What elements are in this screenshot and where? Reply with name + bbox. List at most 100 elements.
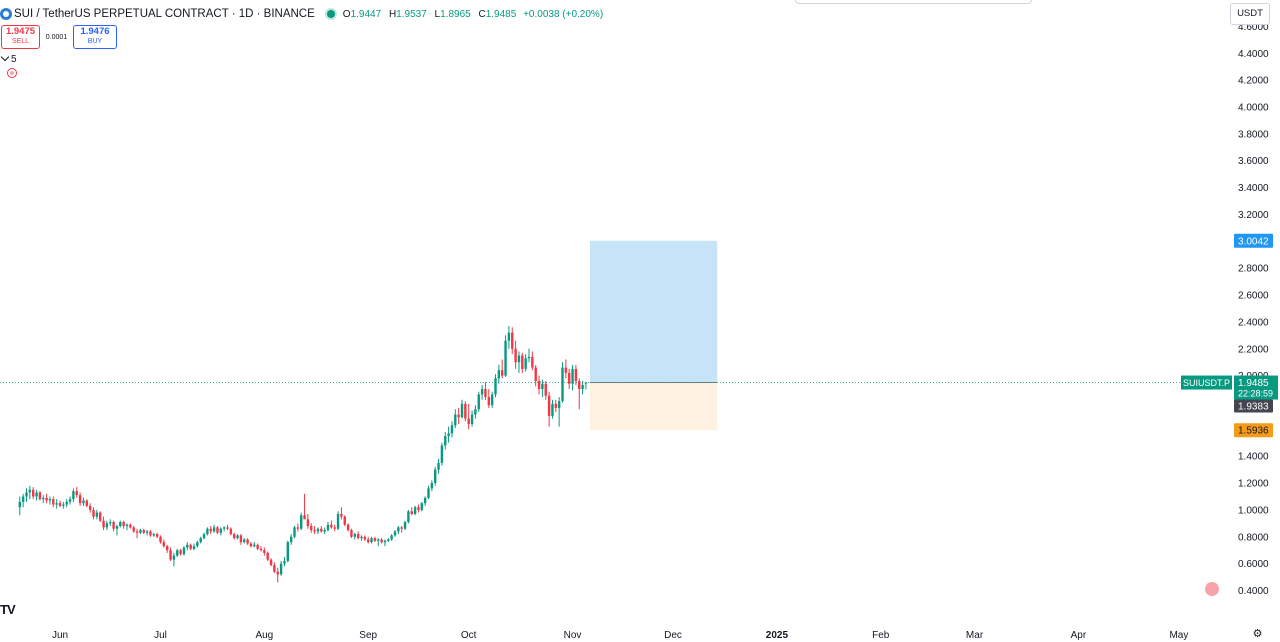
- indicators-toggle[interactable]: 5: [0, 52, 17, 65]
- candle: [460, 403, 464, 418]
- candle: [139, 530, 142, 533]
- candle: [115, 526, 119, 529]
- candle: [430, 483, 434, 489]
- symbol-title[interactable]: SUI / TetherUS PERPETUAL CONTRACT · 1D ·…: [14, 8, 315, 20]
- candle: [276, 571, 279, 575]
- close-value: 1.9485: [485, 8, 517, 20]
- candle: [457, 414, 460, 418]
- candle: [568, 372, 571, 384]
- ohlc-values: O1.9447 H1.9537 L1.8965 C1.9485 +0.0038 …: [342, 8, 604, 20]
- price-tick-label: 4.2000: [1238, 76, 1269, 87]
- sell-label: SELL: [11, 38, 30, 45]
- countdown-label: 22:28:59: [1238, 389, 1273, 399]
- candle: [403, 522, 407, 529]
- stop-price-label[interactable]: 1.5936: [1238, 426, 1269, 437]
- candle: [256, 544, 259, 549]
- candle: [239, 535, 243, 543]
- candle: [62, 504, 65, 506]
- candle: [350, 530, 353, 537]
- candle: [547, 395, 551, 416]
- candle: [88, 505, 92, 510]
- candle: [470, 414, 474, 424]
- candle: [367, 539, 370, 543]
- candle: [571, 368, 574, 384]
- candle: [112, 522, 115, 529]
- time-tick-label: May: [1169, 630, 1188, 641]
- price-tick-label: 4.0000: [1238, 103, 1269, 114]
- candle: [447, 433, 450, 437]
- symbol-label[interactable]: SUIUSDT.P: [1183, 378, 1230, 388]
- candle: [581, 385, 584, 390]
- target-zone[interactable]: [589, 240, 718, 383]
- candle: [413, 507, 417, 514]
- candle: [72, 491, 75, 500]
- top-toolbar-tab[interactable]: [795, 0, 1032, 4]
- candle: [423, 497, 427, 504]
- spread-value: 0.0001: [45, 33, 68, 41]
- tradingview-logo-icon[interactable]: TV: [0, 602, 16, 617]
- target-icon[interactable]: [7, 68, 17, 78]
- candle: [159, 536, 162, 543]
- stop-zone[interactable]: [589, 382, 718, 431]
- reference-price-label[interactable]: 1.9383: [1238, 402, 1269, 413]
- sell-button[interactable]: 1.9475 SELL: [1, 25, 40, 49]
- price-tick-label: 0.4000: [1238, 586, 1269, 597]
- candle: [179, 550, 182, 555]
- target-price-label[interactable]: 3.0042: [1238, 236, 1269, 247]
- buy-button[interactable]: 1.9476 BUY: [73, 25, 117, 49]
- currency-button[interactable]: USDT: [1230, 3, 1270, 25]
- symbol-label-bg: [1181, 375, 1232, 390]
- chevron-down-icon[interactable]: [0, 52, 10, 62]
- candle: [578, 380, 581, 390]
- candle: [340, 513, 343, 517]
- low-value: 1.8965: [440, 8, 471, 20]
- candle: [511, 332, 514, 349]
- candle: [196, 542, 199, 547]
- candle: [427, 488, 430, 498]
- time-axis[interactable]: Jun Jul Aug Sep Oct Nov Dec 2025 Feb Mar Apr May: [52, 630, 1188, 641]
- candle: [102, 520, 105, 528]
- candles-group: [18, 325, 588, 583]
- candle: [152, 534, 155, 536]
- candle: [464, 403, 467, 419]
- candle: [521, 355, 524, 369]
- candle: [377, 539, 380, 541]
- candle: [393, 531, 397, 536]
- candle: [326, 524, 330, 531]
- market-status-icon[interactable]: [326, 10, 335, 18]
- candle: [119, 522, 122, 527]
- candle: [343, 516, 346, 525]
- candle: [219, 528, 222, 533]
- candle: [517, 355, 521, 363]
- last-price-label[interactable]: 1.9485: [1238, 378, 1269, 389]
- candle: [397, 527, 400, 532]
- time-tick-label: Oct: [461, 630, 477, 641]
- candle: [541, 383, 544, 390]
- candle: [561, 367, 564, 402]
- candle: [420, 503, 423, 510]
- candle: [283, 560, 286, 564]
- candle: [129, 524, 132, 528]
- open-value: 1.9447: [350, 8, 382, 20]
- candle: [85, 500, 88, 506]
- candle: [105, 523, 109, 528]
- price-tick-label: 3.4000: [1238, 183, 1269, 194]
- candle: [249, 543, 253, 547]
- candle: [444, 436, 447, 446]
- candle: [289, 536, 293, 543]
- candle: [504, 340, 507, 376]
- candle: [243, 539, 246, 543]
- price-tick-label: 2.2000: [1238, 344, 1269, 355]
- candle: [273, 564, 276, 572]
- target-price-label-bg: [1234, 233, 1273, 248]
- candle: [487, 397, 490, 406]
- alert-marker-icon[interactable]: [1205, 582, 1219, 596]
- candle: [390, 535, 393, 540]
- candle: [370, 538, 373, 543]
- settings-icon[interactable]: ⚙: [1252, 628, 1263, 640]
- candle: [410, 511, 413, 514]
- price-axis[interactable]: 0.40000.60000.80001.00001.20001.40001.60…: [1238, 22, 1269, 597]
- candle: [333, 527, 336, 529]
- candle: [233, 534, 236, 539]
